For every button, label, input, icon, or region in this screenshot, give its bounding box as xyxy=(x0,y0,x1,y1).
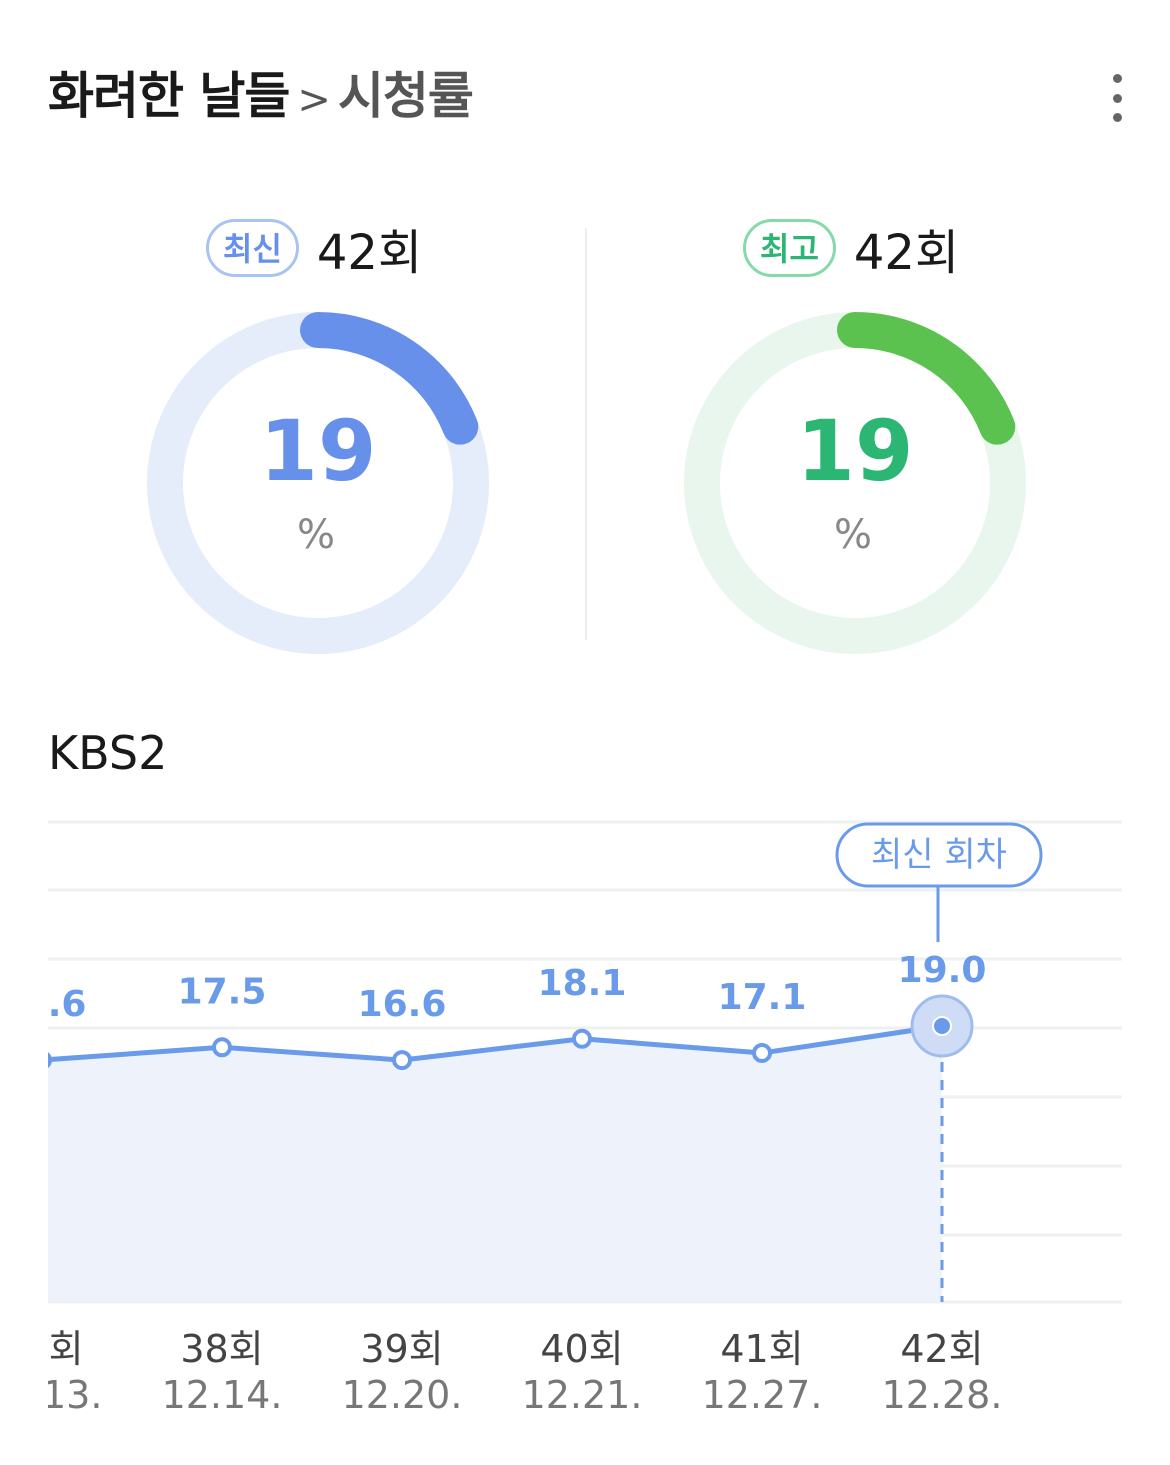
data-label: 18.1 xyxy=(538,963,627,1004)
x-tick-label: 40회 xyxy=(540,1327,623,1371)
data-point xyxy=(932,1016,952,1036)
series-line xyxy=(48,1023,943,1063)
divider xyxy=(585,228,587,640)
data-label: 19.0 xyxy=(898,950,987,991)
gauges xyxy=(147,312,1026,654)
highest-gauge-arc xyxy=(837,312,1016,445)
x-tick-label: 41회 xyxy=(720,1327,803,1371)
highest-episode: 42회 xyxy=(853,225,960,281)
data-label: 16.6 xyxy=(0,984,86,1025)
data-label: 16.6 xyxy=(358,984,447,1025)
latest-episode: 42회 xyxy=(316,225,423,281)
latest-header: 최신 42회 xyxy=(206,213,422,283)
program-title[interactable]: 화려한 날들 xyxy=(48,67,290,125)
x-tick-label: 42회 xyxy=(900,1327,983,1371)
x-date-label: 12.13. xyxy=(0,1373,102,1417)
data-point xyxy=(212,1037,232,1058)
x-date-label: 12.14. xyxy=(162,1373,283,1417)
more-vertical-icon[interactable] xyxy=(1100,74,1134,122)
x-date-label: 12.20. xyxy=(342,1373,463,1417)
x-tick-label: 39회 xyxy=(360,1327,443,1371)
x-date-label: 12.27. xyxy=(702,1373,823,1417)
latest-unit: % xyxy=(296,512,335,558)
x-tick-label: 38회 xyxy=(180,1327,263,1371)
annotation-label: 최신 회차 xyxy=(871,835,1007,875)
section-title: 시청률 xyxy=(337,67,474,125)
highest-badge: 최고 xyxy=(743,219,836,277)
latest-badge: 최신 xyxy=(206,219,299,277)
data-point xyxy=(752,1042,772,1063)
page-title: 화려한 날들 > 시청률 xyxy=(48,56,474,128)
data-label: 17.5 xyxy=(178,971,267,1012)
latest-value: 19 xyxy=(259,402,377,500)
highest-value: 19 xyxy=(796,402,914,500)
data-label: 17.1 xyxy=(718,977,807,1018)
highest-header: 최고 42회 xyxy=(743,213,959,283)
highest-unit: % xyxy=(833,512,872,558)
channel-label: KBS2 xyxy=(48,726,168,780)
x-tick-label: 37회 xyxy=(0,1327,83,1371)
x-date-label: 12.21. xyxy=(522,1373,643,1417)
x-date-label: 12.28. xyxy=(882,1373,1003,1417)
area-fill xyxy=(48,1026,942,1302)
latest-gauge-arc xyxy=(300,312,479,445)
data-point xyxy=(572,1028,592,1049)
annotation-bubble xyxy=(835,822,1043,888)
data-point xyxy=(392,1050,412,1071)
data-point xyxy=(48,1052,52,1069)
chevron-right-icon: > xyxy=(297,77,331,123)
